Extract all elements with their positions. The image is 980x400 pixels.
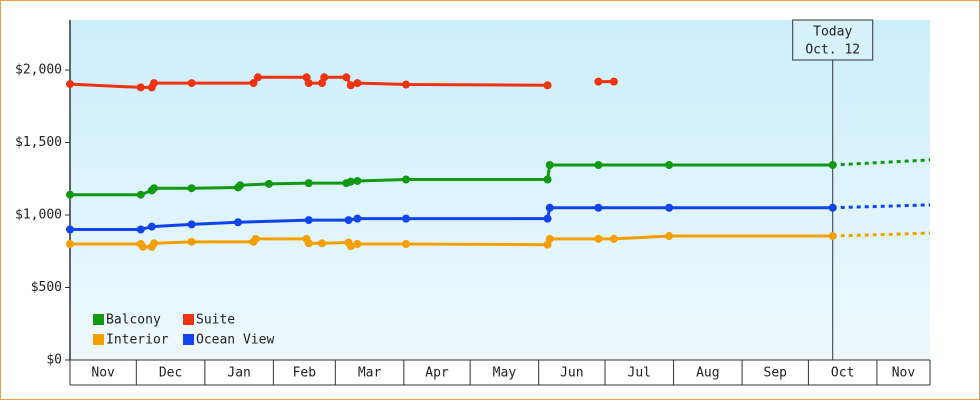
point [66,190,74,199]
x-tick-label: Mar [358,366,382,381]
today-box [792,19,874,61]
plot-area [70,20,930,360]
series-line [70,206,833,232]
y-tick-label: $0 [46,353,62,368]
x-tick-label: Sep [764,366,788,381]
point [545,203,554,212]
point [543,175,552,184]
point [147,222,156,231]
x-tick-label: Jul [628,366,651,381]
point [187,79,196,88]
x-tick-label: Apr [425,366,449,381]
legend-label: Ocean View [196,333,274,348]
y-tick-label: $500 [31,280,62,295]
x-tick-label: Oct [831,366,854,381]
legend-swatch [183,334,194,345]
point [138,242,147,251]
point [545,160,554,169]
point [545,234,554,243]
point [187,184,196,193]
point [665,232,674,241]
point [66,225,74,234]
point [342,73,351,82]
point [665,160,674,169]
x-tick-label: Jun [560,366,583,381]
x-tick-label: Aug [696,366,719,381]
today-label: Oct. 12 [805,43,860,58]
point [304,79,313,88]
point [66,80,74,89]
x-tick-label: Nov [892,366,916,381]
point [249,79,258,88]
point [402,214,411,223]
point [304,179,313,188]
legend-swatch [183,314,194,325]
point [402,240,411,249]
point [187,237,196,246]
point [346,242,355,251]
point [150,239,159,248]
point [66,240,74,249]
y-tick-label: $1,000 [15,208,62,223]
legend-label: Interior [106,333,169,348]
x-tick-label: Dec [159,366,182,381]
point [346,177,355,186]
x-tick-label: Nov [91,366,115,381]
point [402,80,411,89]
point [402,175,411,184]
x-tick-label: Feb [293,366,317,381]
point [136,225,145,234]
point [187,220,196,229]
forecast-line [832,203,931,210]
point [304,239,313,248]
today-label: Today [813,25,852,40]
point [594,234,603,243]
point [543,214,552,223]
point [353,214,362,223]
point [346,81,355,90]
forecast-line [832,158,931,167]
forecast-line [832,231,931,238]
legend-label: Balcony [106,313,161,328]
point [594,77,603,86]
point [236,181,245,190]
y-tick-label: $2,000 [15,63,62,78]
point [150,79,159,88]
x-tick-label: May [493,366,517,381]
point [828,232,837,241]
point [318,239,327,248]
point [665,203,674,212]
legend-label: Suite [196,313,235,328]
point [136,190,145,199]
point [828,203,837,212]
point [320,73,329,82]
point [234,218,243,227]
point [609,234,618,243]
legend-swatch [93,334,104,345]
point [264,179,273,188]
point [594,203,603,212]
point [251,234,260,243]
point [253,73,262,82]
y-tick-label: $1,500 [15,135,62,150]
point [353,176,362,185]
point [136,83,145,92]
point [304,216,313,225]
point [353,79,362,88]
point [150,184,159,193]
point [828,160,837,169]
legend-swatch [93,314,104,325]
point [344,216,353,225]
point [353,240,362,249]
x-tick-label: Jan [227,366,250,381]
point [594,160,603,169]
point [609,77,618,86]
point [543,81,552,90]
